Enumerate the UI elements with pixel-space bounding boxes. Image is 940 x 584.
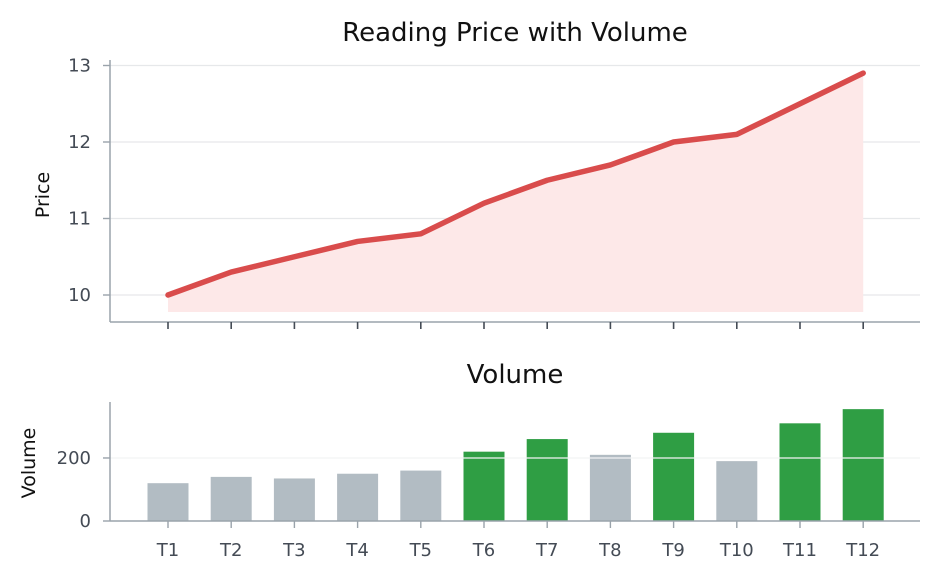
price-plot-area: 10 11 12 13 xyxy=(68,56,920,330)
volume-x-tick-label: T9 xyxy=(661,540,684,561)
volume-y-tick-label: 200 xyxy=(57,448,91,469)
volume-bar xyxy=(527,439,568,521)
volume-bar xyxy=(400,471,441,521)
volume-bar xyxy=(590,455,631,521)
price-y-tick-label: 11 xyxy=(68,209,91,230)
price-y-tick-label: 10 xyxy=(68,285,91,306)
volume-x-tick-label: T8 xyxy=(598,540,621,561)
volume-y-axis-label: Volume xyxy=(18,428,40,499)
volume-bar xyxy=(716,461,757,521)
volume-x-tick-label: T1 xyxy=(156,540,179,561)
volume-bar xyxy=(780,423,821,521)
volume-chart-title: Volume xyxy=(467,360,564,390)
volume-x-tick-label: T2 xyxy=(219,540,242,561)
volume-y-tick-label: 0 xyxy=(80,511,91,532)
volume-bar xyxy=(653,433,694,521)
price-chart-title: Reading Price with Volume xyxy=(342,18,688,48)
volume-x-tick-label: T11 xyxy=(782,540,817,561)
volume-bar xyxy=(464,452,505,521)
volume-x-tick-label: T4 xyxy=(345,540,368,561)
price-y-tick-label: 12 xyxy=(68,132,91,153)
volume-plot-area: 0 200 T1 T2 T3 T4 T5 T6 T7 T8 T9 T10 T11 T12 xyxy=(57,402,920,561)
price-y-tick-label: 13 xyxy=(68,56,91,77)
volume-x-tick-label: T10 xyxy=(719,540,754,561)
volume-x-tick-label: T12 xyxy=(845,540,880,561)
volume-bar xyxy=(148,483,189,521)
price-y-axis-label: Price xyxy=(32,172,54,218)
volume-bar xyxy=(843,409,884,521)
volume-x-tick-label: T6 xyxy=(472,540,495,561)
volume-bar xyxy=(337,474,378,521)
volume-x-tick-label: T7 xyxy=(535,540,558,561)
volume-x-tick-label: T3 xyxy=(282,540,305,561)
volume-bar xyxy=(211,477,252,521)
volume-x-tick-label: T5 xyxy=(409,540,432,561)
volume-bar xyxy=(274,478,315,521)
